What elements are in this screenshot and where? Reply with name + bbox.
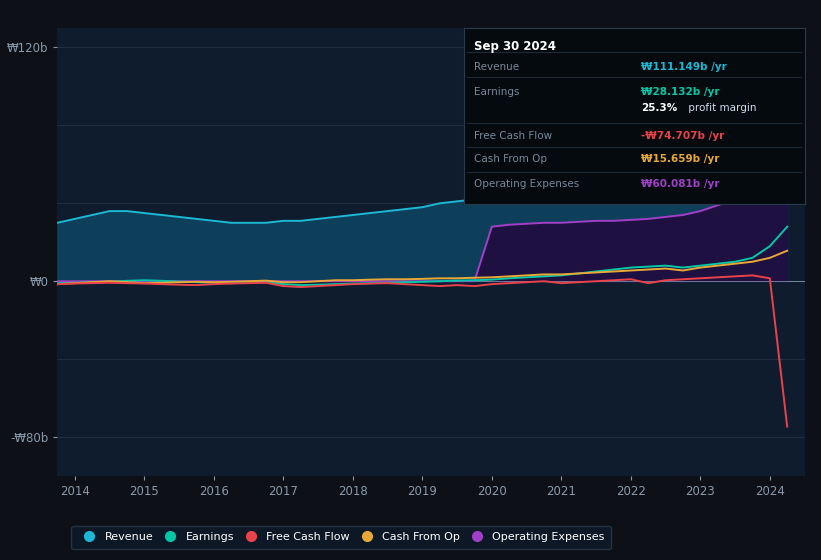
Text: Operating Expenses: Operating Expenses [474, 179, 580, 189]
Text: -₩74.707b /yr: -₩74.707b /yr [641, 130, 724, 141]
Text: ₩15.659b /yr: ₩15.659b /yr [641, 155, 719, 165]
Text: Sep 30 2024: Sep 30 2024 [474, 40, 556, 53]
Text: ₩111.149b /yr: ₩111.149b /yr [641, 62, 727, 72]
Text: 25.3%: 25.3% [641, 103, 677, 113]
Legend: Revenue, Earnings, Free Cash Flow, Cash From Op, Operating Expenses: Revenue, Earnings, Free Cash Flow, Cash … [71, 525, 612, 549]
Text: ₩60.081b /yr: ₩60.081b /yr [641, 179, 719, 189]
Text: Earnings: Earnings [474, 87, 520, 97]
Text: ₩28.132b /yr: ₩28.132b /yr [641, 87, 719, 97]
Text: Revenue: Revenue [474, 62, 519, 72]
Text: profit margin: profit margin [686, 103, 757, 113]
Text: Cash From Op: Cash From Op [474, 155, 547, 165]
Text: Free Cash Flow: Free Cash Flow [474, 130, 553, 141]
